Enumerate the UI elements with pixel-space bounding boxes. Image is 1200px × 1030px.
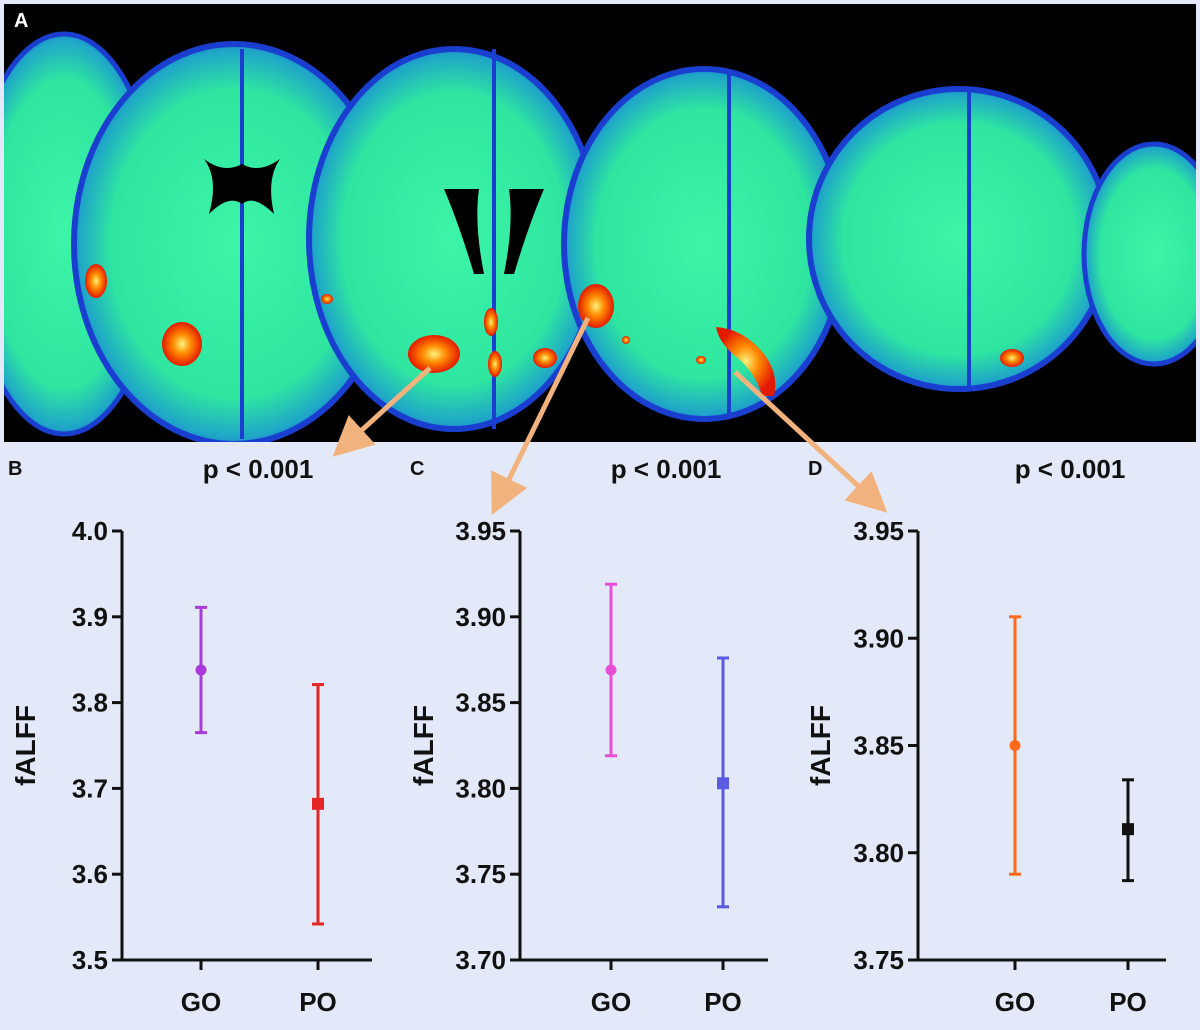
arrow-to-panel-b — [332, 366, 432, 457]
chart-c: p < 0.001 fALFF 3.70 3.75 3.80 3.85 3.90 3.95 GO… — [408, 454, 768, 1017]
panel-label-c: C — [410, 458, 425, 480]
chart-title: p < 0.001 — [611, 454, 722, 484]
y-tick-label: 3.70 — [455, 945, 506, 975]
x-tick-label: GO — [995, 987, 1035, 1017]
arrow-to-panel-d — [733, 370, 888, 513]
chart-title: p < 0.001 — [1015, 454, 1126, 484]
brain-slices-panel: A — [4, 4, 1196, 442]
y-tick-label: 3.75 — [455, 859, 506, 889]
chart-d: p < 0.001 fALFF 3.75 3.80 3.85 3.90 3.95 GO PO — [805, 454, 1166, 1017]
x-tick-label: GO — [591, 987, 631, 1017]
y-tick-label: 3.75 — [853, 945, 904, 975]
x-tick-label: GO — [181, 987, 221, 1017]
y-axis-label: fALFF — [408, 705, 439, 786]
activation-clusters — [85, 264, 1024, 396]
mean-point-po — [1122, 823, 1134, 836]
brain-slice-3 — [306, 46, 602, 432]
y-tick-label: 3.90 — [853, 623, 904, 653]
brain-slice-2 — [71, 41, 397, 442]
mean-point-po — [717, 777, 729, 790]
y-axis-label: fALFF — [805, 705, 836, 786]
y-tick-label: 3.85 — [853, 731, 904, 761]
y-tick-label: 3.6 — [72, 859, 108, 889]
mean-point-po — [312, 797, 324, 810]
y-tick-label: 3.90 — [455, 602, 506, 632]
brain-slice-6 — [1081, 141, 1196, 367]
brain-slices-image — [4, 4, 1196, 442]
y-tick-label: 4.0 — [72, 516, 108, 546]
y-tick-label: 3.95 — [853, 516, 904, 546]
chart-b: p < 0.001 fALFF 3.5 3.6 3.7 3.8 3.9 4.0 GO PO — [10, 454, 372, 1017]
mean-point-go — [1009, 740, 1021, 751]
y-tick-label: 3.85 — [455, 688, 506, 718]
pointer-arrows — [332, 316, 888, 515]
y-tick-label: 3.5 — [72, 945, 108, 975]
arrow-to-panel-c — [491, 316, 591, 515]
panel-label-b: B — [8, 458, 23, 480]
y-tick-label: 3.95 — [455, 516, 506, 546]
mean-point-go — [195, 664, 207, 676]
y-tick-label: 3.8 — [72, 688, 108, 718]
x-tick-label: PO — [299, 987, 337, 1017]
y-tick-label: 3.7 — [72, 773, 108, 803]
y-axis-label: fALFF — [10, 705, 41, 786]
panel-label-d: D — [808, 458, 823, 480]
chart-title: p < 0.001 — [203, 454, 314, 484]
y-tick-label: 3.80 — [853, 838, 904, 868]
x-tick-label: PO — [704, 987, 742, 1017]
x-tick-label: PO — [1109, 987, 1147, 1017]
panel-label-a: A — [14, 10, 29, 32]
y-tick-label: 3.80 — [455, 773, 506, 803]
y-tick-label: 3.9 — [72, 602, 108, 632]
mean-point-go — [605, 664, 617, 676]
